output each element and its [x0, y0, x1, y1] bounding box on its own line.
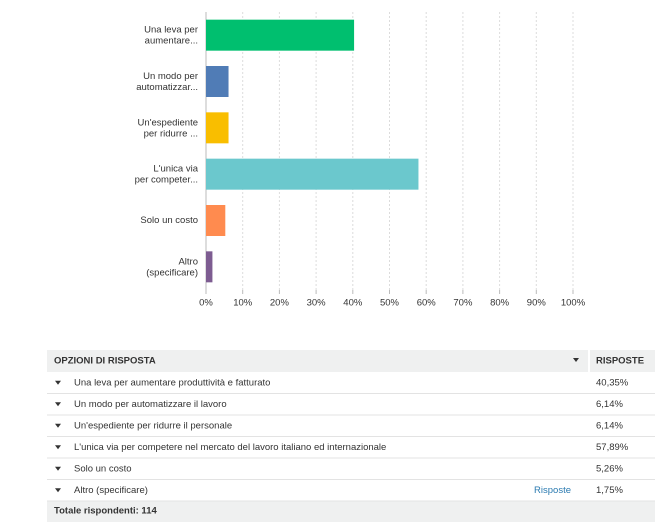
y-tick-label: L'unica via per competer... [135, 163, 199, 185]
x-tick-label: 0% [199, 298, 213, 309]
x-tick-label: 80% [490, 298, 510, 309]
option-label: Una leva per aumentare produttività e fa… [74, 377, 270, 388]
bar [206, 112, 229, 144]
y-tick-label: Un modo per automatizzar... [136, 71, 198, 93]
expand-arrow [55, 380, 61, 385]
x-tick-label: 90% [527, 298, 547, 309]
table-footer-bg [47, 501, 655, 522]
response-value: 57,89% [596, 442, 629, 453]
x-tick-label: 30% [307, 298, 327, 309]
expand-arrow [55, 423, 61, 428]
sort-arrow[interactable] [573, 358, 579, 362]
response-value: 40,35% [596, 377, 629, 388]
x-tick-label: 40% [343, 298, 363, 309]
table-header-bg [47, 350, 655, 372]
y-tick-label: Altro (specificare) [146, 256, 198, 278]
option-label: L'unica via per competere nel mercato de… [74, 442, 386, 453]
bar [206, 158, 419, 190]
bar [206, 19, 355, 51]
option-label: Un'espediente per ridurre il personale [74, 420, 232, 431]
bar [206, 251, 213, 283]
x-tick-label: 100% [561, 298, 586, 309]
x-tick-label: 60% [417, 298, 437, 309]
bar [206, 205, 226, 236]
y-tick-label: Una leva per aumentare... [144, 24, 198, 46]
option-label: Altro (specificare) [74, 485, 148, 496]
option-label: Solo un costo [74, 463, 132, 474]
response-value: 1,75% [596, 485, 623, 496]
response-value: 6,14% [596, 399, 623, 410]
table-footer: Totale rispondenti: 114 [54, 506, 157, 517]
responses-link[interactable]: Risposte [534, 485, 571, 496]
response-value: 6,14% [596, 420, 623, 431]
x-tick-label: 10% [233, 298, 253, 309]
expand-arrow [55, 466, 61, 471]
bar [206, 66, 229, 97]
expand-arrow [55, 488, 61, 493]
y-tick-label: Un'espediente per ridurre ... [138, 117, 198, 139]
header-responses: RISPOSTE [596, 356, 644, 367]
x-tick-label: 50% [380, 298, 400, 309]
y-tick-label: Solo un costo [140, 215, 198, 226]
response-value: 5,26% [596, 463, 623, 474]
option-label: Un modo per automatizzare il lavoro [74, 399, 227, 410]
expand-arrow [55, 402, 61, 407]
expand-arrow [55, 445, 61, 450]
x-tick-label: 70% [453, 298, 473, 309]
header-option: OPZIONI DI RISPOSTA [54, 356, 156, 367]
x-tick-label: 20% [270, 298, 290, 309]
